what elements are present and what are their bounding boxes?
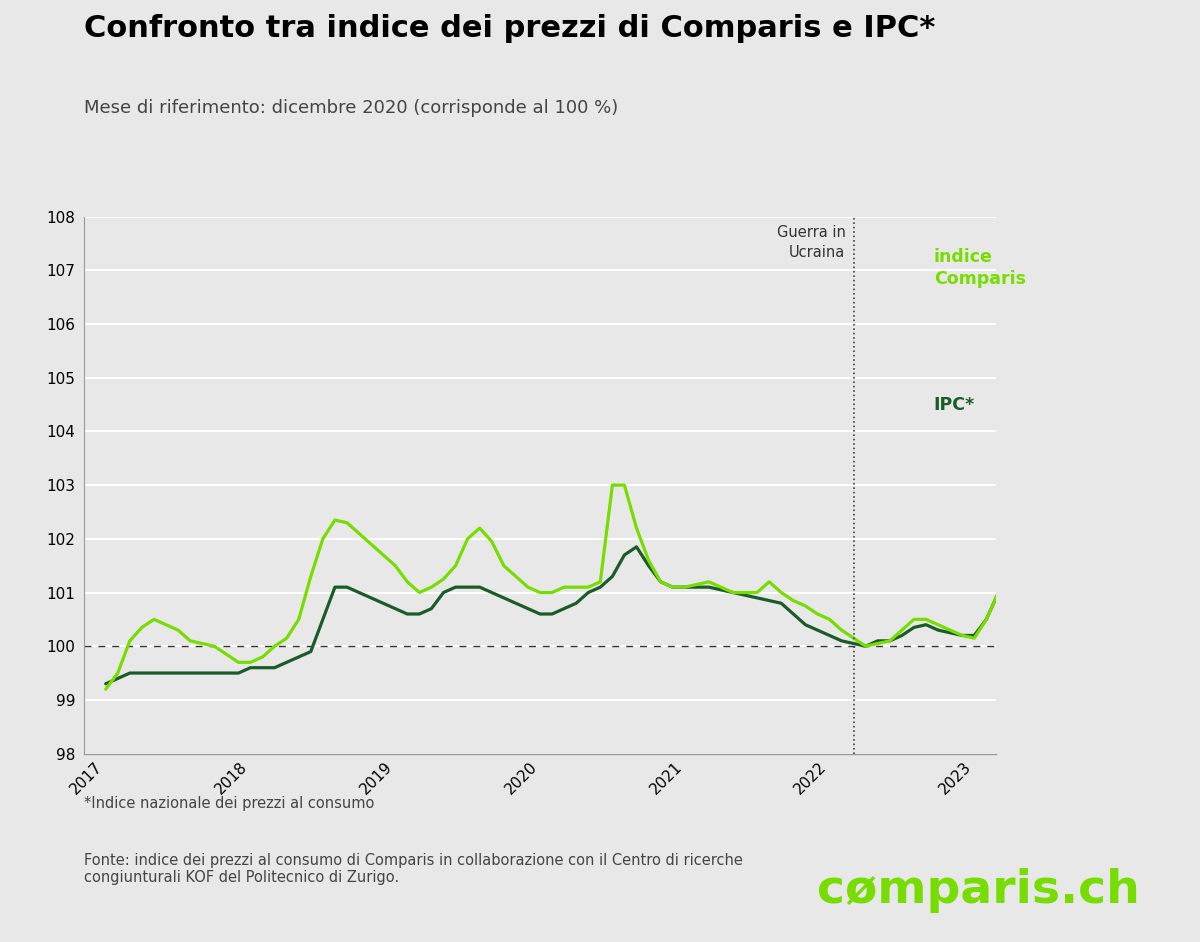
Text: *Indice nazionale dei prezzi al consumo: *Indice nazionale dei prezzi al consumo [84, 796, 374, 811]
Text: Mese di riferimento: dicembre 2020 (corrisponde al 100 %): Mese di riferimento: dicembre 2020 (corr… [84, 99, 618, 117]
Text: Confronto tra indice dei prezzi di Comparis e IPC*: Confronto tra indice dei prezzi di Compa… [84, 14, 935, 43]
Text: cømparis.ch: cømparis.ch [817, 868, 1140, 913]
Text: Guerra in
Ucraina: Guerra in Ucraina [776, 225, 846, 259]
Text: IPC*: IPC* [934, 396, 976, 414]
Text: indice
Comparis: indice Comparis [934, 248, 1026, 287]
Text: Fonte: indice dei prezzi al consumo di Comparis in collaborazione con il Centro : Fonte: indice dei prezzi al consumo di C… [84, 853, 743, 885]
